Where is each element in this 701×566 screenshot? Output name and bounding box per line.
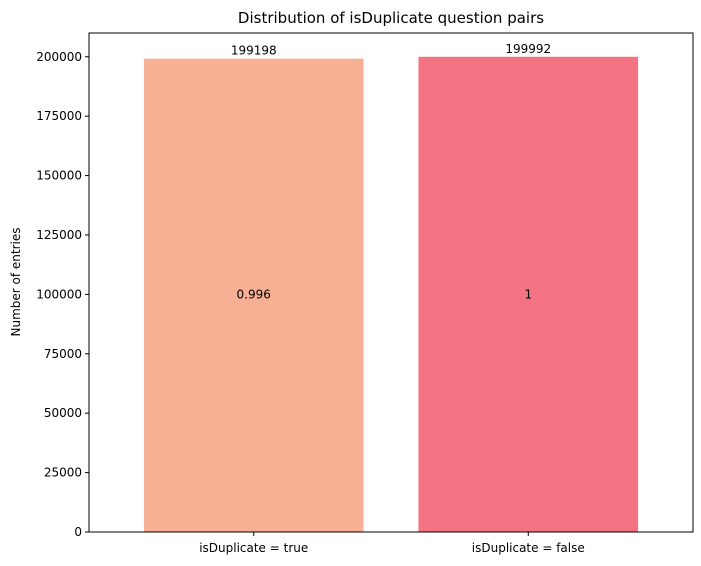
y-tick-label: 125000 xyxy=(36,228,82,242)
y-tick-label: 100000 xyxy=(36,287,82,301)
y-axis-label: Number of entries xyxy=(9,228,23,337)
bar-value-label: 199198 xyxy=(231,44,277,58)
bar-value-label: 199992 xyxy=(505,42,551,56)
bars-group: 199198 0.996 199992 1 xyxy=(143,42,639,533)
y-tick-label: 75000 xyxy=(44,347,82,361)
bar-1 xyxy=(143,58,364,533)
x-ticks-group: isDuplicate = true isDuplicate = false xyxy=(199,532,585,555)
y-tick-label: 0 xyxy=(74,525,82,539)
y-ticks-group: 0 25000 50000 75000 100000 125000 150000 175000… xyxy=(36,50,89,539)
x-tick-label: isDuplicate = false xyxy=(472,541,585,555)
y-tick-label: 175000 xyxy=(36,109,82,123)
chart-title: Distribution of isDuplicate question pai… xyxy=(238,9,544,27)
y-tick-label: 200000 xyxy=(36,50,82,64)
bar-ratio-label: 1 xyxy=(524,287,532,301)
bar-2 xyxy=(418,56,639,532)
y-tick-label: 25000 xyxy=(44,466,82,480)
bar-ratio-label: 0.996 xyxy=(237,287,271,301)
y-tick-label: 150000 xyxy=(36,169,82,183)
x-tick-label: isDuplicate = true xyxy=(199,541,308,555)
y-tick-label: 50000 xyxy=(44,406,82,420)
plot-frame xyxy=(88,32,694,533)
